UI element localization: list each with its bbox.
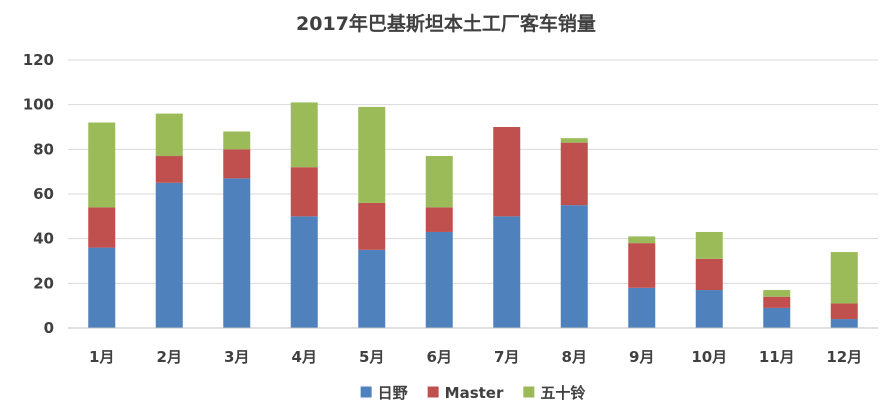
bar-segment (290, 216, 318, 328)
x-tick-label: 2月 (157, 348, 182, 366)
x-tick-label: 10月 (691, 348, 727, 366)
bar-segment (358, 106, 386, 203)
bars (88, 102, 858, 328)
bar-segment (695, 290, 723, 328)
bar-segment (425, 231, 453, 328)
legend-item: 五十铃 (523, 384, 586, 402)
y-tick-label: 60 (33, 185, 54, 203)
bar-segment (695, 231, 723, 259)
x-tick-label: 1月 (89, 348, 114, 366)
x-tick-label: 5月 (359, 348, 384, 366)
x-tick-label: 7月 (494, 348, 519, 366)
bar-segment (425, 207, 453, 232)
legend-label: 五十铃 (540, 384, 586, 402)
x-tick-label: 8月 (562, 348, 587, 366)
bar-segment (425, 156, 453, 208)
bar-segment (155, 113, 183, 157)
bar-segment (223, 149, 251, 179)
x-tick-label: 11月 (759, 348, 795, 366)
bar-segment (763, 290, 791, 297)
bar-segment (628, 243, 656, 288)
bar-segment (88, 207, 116, 248)
chart-title: 2017年巴基斯坦本土工厂客车销量 (296, 12, 596, 35)
bar-segment (88, 247, 116, 328)
y-axis-ticks: 0 20 40 60 80 100 120 (23, 51, 54, 337)
legend-label: Master (445, 384, 504, 402)
bar-segment (493, 216, 521, 328)
bar-segment (560, 205, 588, 328)
legend-item: 日野 (360, 384, 408, 402)
y-tick-label: 120 (23, 51, 54, 69)
x-tick-label: 12月 (826, 348, 862, 366)
bar-segment (223, 131, 251, 150)
bar-segment (695, 258, 723, 291)
legend-swatch (427, 386, 439, 398)
gridlines (68, 59, 878, 284)
y-tick-label: 20 (33, 274, 54, 292)
bar-segment (155, 156, 183, 183)
bar-segment (223, 178, 251, 328)
bar-segment (830, 303, 858, 320)
bar-segment (560, 138, 588, 143)
bar-segment (290, 102, 318, 168)
legend-swatch (523, 386, 535, 398)
x-tick-label: 9月 (629, 348, 654, 366)
bar-segment (628, 287, 656, 328)
bar-segment (358, 249, 386, 328)
y-tick-label: 40 (33, 230, 54, 248)
legend-label: 日野 (378, 384, 408, 402)
bar-segment (290, 167, 318, 217)
y-tick-label: 0 (44, 319, 54, 337)
bar-segment (830, 252, 858, 304)
legend-item: Master (427, 384, 504, 402)
bar-segment (493, 127, 521, 217)
bar-segment (358, 202, 386, 250)
legend: 日野 Master 五十铃 (360, 384, 586, 402)
bar-segment (763, 307, 791, 328)
y-tick-label: 80 (33, 140, 54, 158)
bar-segment (560, 142, 588, 206)
bar-segment (88, 122, 116, 208)
bar-segment (155, 182, 183, 328)
x-tick-label: 3月 (224, 348, 249, 366)
bar-segment (763, 296, 791, 308)
x-axis-ticks: 1月 2月 3月 4月 5月 6月 7月 8月 9月 10月 11月 12月 (89, 348, 862, 366)
x-tick-label: 4月 (292, 348, 317, 366)
bar-segment (830, 319, 858, 328)
y-tick-label: 100 (23, 96, 54, 114)
legend-swatch (360, 386, 372, 398)
bar-segment (628, 236, 656, 244)
x-tick-label: 6月 (427, 348, 452, 366)
